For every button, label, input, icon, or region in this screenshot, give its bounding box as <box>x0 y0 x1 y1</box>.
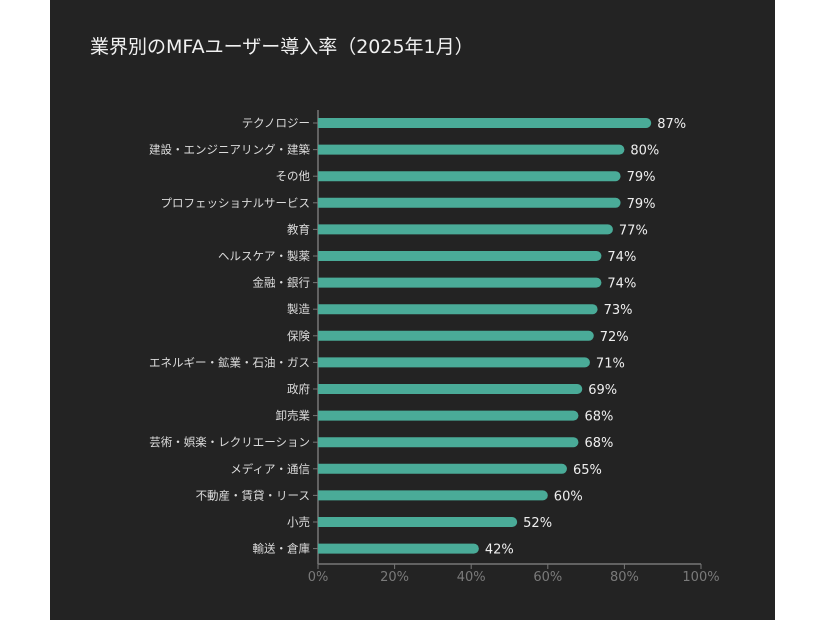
value-label: 69% <box>588 383 617 398</box>
value-label: 68% <box>584 410 613 425</box>
value-label: 65% <box>573 463 602 478</box>
value-label: 60% <box>554 489 583 504</box>
value-label: 52% <box>523 516 552 531</box>
bar <box>318 251 602 261</box>
value-label: 74% <box>607 250 636 265</box>
bar <box>318 277 602 288</box>
bar <box>318 171 621 182</box>
x-tick-label: 100% <box>682 570 719 585</box>
value-label: 79% <box>627 197 656 212</box>
category-label: 政府 <box>287 382 310 396</box>
bar <box>318 304 598 315</box>
category-label: 保険 <box>287 329 310 343</box>
category-label: プロフェッショナルサービス <box>161 196 311 210</box>
bar <box>318 437 579 448</box>
bar <box>318 197 621 208</box>
value-label: 79% <box>627 170 656 185</box>
x-tick-label: 0% <box>308 570 329 585</box>
value-label: 68% <box>584 436 613 451</box>
category-label: メディア・通信 <box>230 462 310 476</box>
x-tick-label: 20% <box>380 570 409 585</box>
chart-title: 業界別のMFAユーザー導入率（2025年1月） <box>90 36 474 58</box>
value-label: 73% <box>604 303 633 318</box>
bar <box>318 410 579 421</box>
x-tick-label: 80% <box>610 570 639 585</box>
x-tick-label: 60% <box>533 570 562 585</box>
category-label: 建設・エンジニアリング・建築 <box>149 143 310 157</box>
category-label: その他 <box>276 169 311 183</box>
category-label: 教育 <box>287 222 310 236</box>
category-label: 卸売業 <box>276 409 311 423</box>
bar <box>318 543 479 554</box>
bar <box>318 517 518 527</box>
category-label: エネルギー・鉱業・石油・ガス <box>149 355 310 369</box>
bar <box>318 224 613 235</box>
bar <box>318 144 625 155</box>
bar <box>318 384 583 394</box>
x-tick-label: 40% <box>457 570 486 585</box>
value-label: 71% <box>596 356 625 371</box>
category-label: 輸送・倉庫 <box>253 542 311 556</box>
bar <box>318 118 652 128</box>
category-label: 不動産・賃貸・リース <box>196 488 310 502</box>
value-label: 74% <box>607 277 636 292</box>
category-label: 小売 <box>287 515 310 529</box>
category-label: 芸術・娯楽・レクリエーション <box>149 435 310 449</box>
bar <box>318 463 567 474</box>
value-label: 42% <box>485 543 514 558</box>
bar <box>318 490 548 501</box>
category-label: 製造 <box>287 302 310 316</box>
value-label: 80% <box>630 144 659 159</box>
category-label: 金融・銀行 <box>253 276 311 290</box>
bar <box>318 330 594 341</box>
bar <box>318 357 590 368</box>
value-label: 87% <box>657 117 686 132</box>
category-label: テクノロジー <box>242 116 310 130</box>
value-label: 77% <box>619 223 648 238</box>
value-label: 72% <box>600 330 629 345</box>
category-label: ヘルスケア・製薬 <box>218 249 310 263</box>
